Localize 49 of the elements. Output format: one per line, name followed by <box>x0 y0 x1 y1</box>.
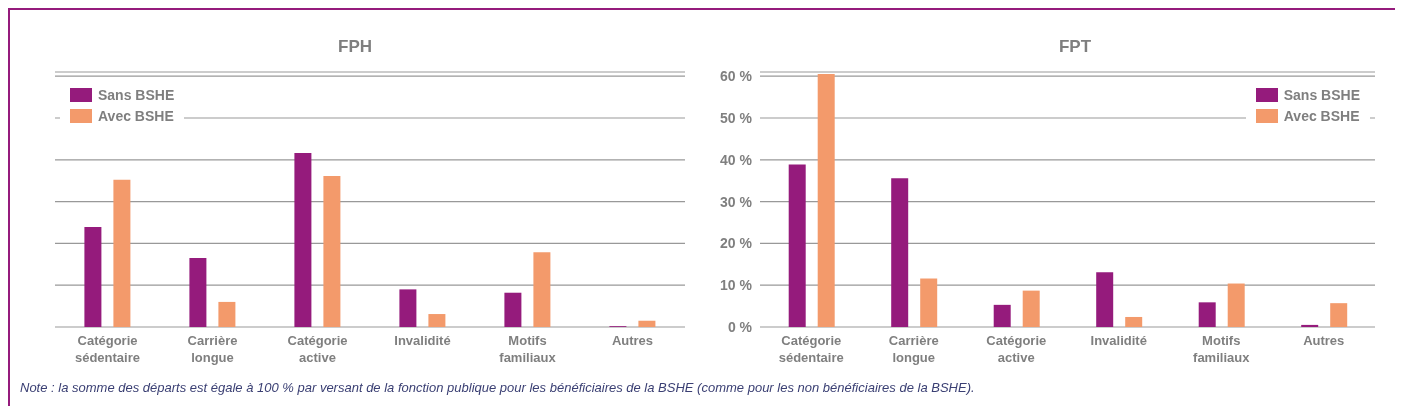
bar <box>1022 290 1040 327</box>
bar <box>1301 324 1319 327</box>
bar <box>84 227 102 327</box>
y-tick-label: 40 % <box>720 151 753 168</box>
bar <box>399 289 417 327</box>
bar <box>113 179 131 327</box>
legend-label: Sans BSHE <box>1282 85 1360 105</box>
x-tick-label: Motifs familiaux <box>499 333 557 365</box>
bar <box>638 320 656 327</box>
bar <box>533 252 551 327</box>
x-tick-label: Invalidité <box>1090 333 1147 348</box>
x-tick-label: Autres <box>611 333 654 348</box>
y-tick-label: 50 % <box>720 109 753 126</box>
legend-label: Sans BSHE <box>97 85 175 105</box>
x-tick-label: Autres <box>1303 333 1345 348</box>
y-tick-label: 10 % <box>720 277 753 294</box>
y-tick-label: 20 % <box>720 235 753 252</box>
bar <box>993 304 1011 327</box>
bar <box>189 258 207 327</box>
bar <box>788 164 806 327</box>
chart-title: FPH <box>337 36 373 58</box>
bar <box>1096 272 1114 327</box>
legend-label: Avec BSHE <box>1282 106 1360 126</box>
x-tick-label: Catégorie sédentaire <box>778 333 844 365</box>
y-tick-label: 30 % <box>720 193 753 210</box>
bar <box>817 74 835 327</box>
bar <box>323 176 341 327</box>
y-tick-label: 0 % <box>727 318 753 335</box>
bar <box>428 314 446 327</box>
bar <box>891 178 909 327</box>
bar <box>920 278 938 327</box>
x-tick-label: Catégorie sédentaire <box>74 333 141 365</box>
y-tick-label: 60 % <box>720 68 753 85</box>
legend-label: Avec BSHE <box>97 106 175 126</box>
bar <box>1227 283 1245 327</box>
x-tick-label: Catégorie active <box>287 333 348 365</box>
x-tick-label: Invalidité <box>394 333 451 348</box>
x-tick-label: Catégorie active <box>986 333 1047 365</box>
bar <box>1198 302 1216 327</box>
bar <box>504 292 522 327</box>
x-tick-label: Motifs familiaux <box>1193 333 1251 365</box>
x-tick-label: Carrière longue <box>888 333 939 365</box>
chart-title: FPT <box>1057 36 1093 58</box>
bar <box>1125 316 1143 327</box>
text: Note : la somme des départs est égale à 100 % par versant de la fonction publique pour les bénéficiaires de la BSHE (comme pour les non bénéficiaires de la BSHE). <box>19 380 976 395</box>
bar <box>218 301 236 327</box>
bar <box>294 153 312 327</box>
bar <box>1330 303 1348 327</box>
x-tick-label: Carrière longue <box>187 333 238 365</box>
